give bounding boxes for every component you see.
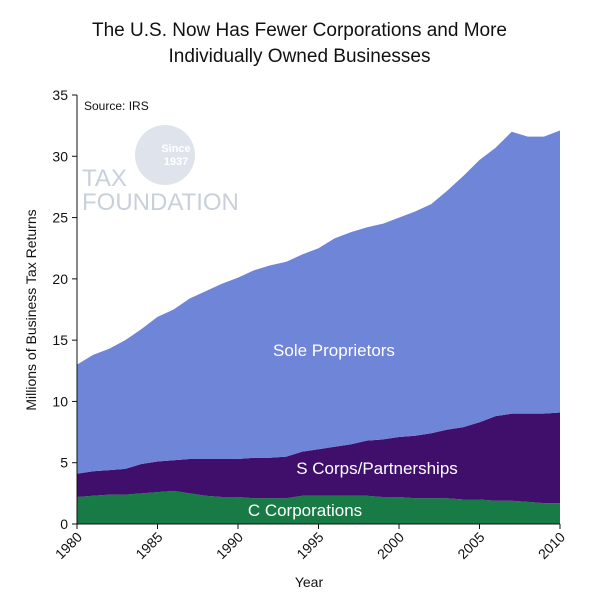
area-layer: [77, 130, 560, 524]
area-sole-proprietors: [77, 130, 560, 474]
y-tick-label: 15: [52, 332, 68, 348]
chart-title-line-1: The U.S. Now Has Fewer Corporations and …: [92, 20, 507, 41]
chart-title: The U.S. Now Has Fewer Corporations and …: [0, 18, 599, 70]
y-axis-title: Millions of Business Tax Returns: [23, 209, 39, 410]
logo-text-line-2: FOUNDATION: [82, 189, 239, 216]
x-tick-label: 2000: [374, 529, 407, 562]
logo-text-line-1: TAX: [82, 165, 127, 192]
y-tick-label: 35: [52, 87, 68, 103]
source-note: Source: IRS: [84, 99, 149, 113]
y-tick-label: 0: [60, 516, 68, 532]
x-tick-label: 1980: [52, 529, 85, 562]
tax-foundation-logo: Since 1937 TAX FOUNDATION: [82, 125, 239, 216]
x-tick-label: 1990: [213, 529, 246, 562]
y-tick-label: 10: [52, 393, 68, 409]
area-s-corps-partnerships: [77, 412, 560, 504]
logo-badge-text-2: 1937: [164, 156, 188, 168]
label-s-corps-partnerships: S Corps/Partnerships: [296, 459, 458, 478]
x-tick-label: 1985: [132, 529, 165, 562]
y-tick-label: 5: [60, 455, 68, 471]
label-sole-proprietors: Sole Proprietors: [273, 341, 395, 360]
area-c-corporations: [77, 490, 560, 524]
x-tick-label: 2010: [535, 529, 568, 562]
logo-badge-text-1: Since: [161, 143, 190, 155]
x-tick-label: 2005: [454, 529, 487, 562]
x-axis-title: Year: [295, 574, 324, 590]
chart-title-line-2: Individually Owned Businesses: [168, 46, 431, 67]
y-tick-label: 25: [52, 210, 68, 226]
y-tick-label: 20: [52, 271, 68, 287]
label-c-corporations: C Corporations: [248, 501, 362, 520]
logo-badge-circle: [135, 125, 195, 185]
axes: 0 5 10 15 20 25 30 35 1980 1985 1990 1995 2000 2005 20…: [52, 87, 568, 562]
x-tick-label: 1995: [293, 529, 326, 562]
y-tick-label: 30: [52, 148, 68, 164]
